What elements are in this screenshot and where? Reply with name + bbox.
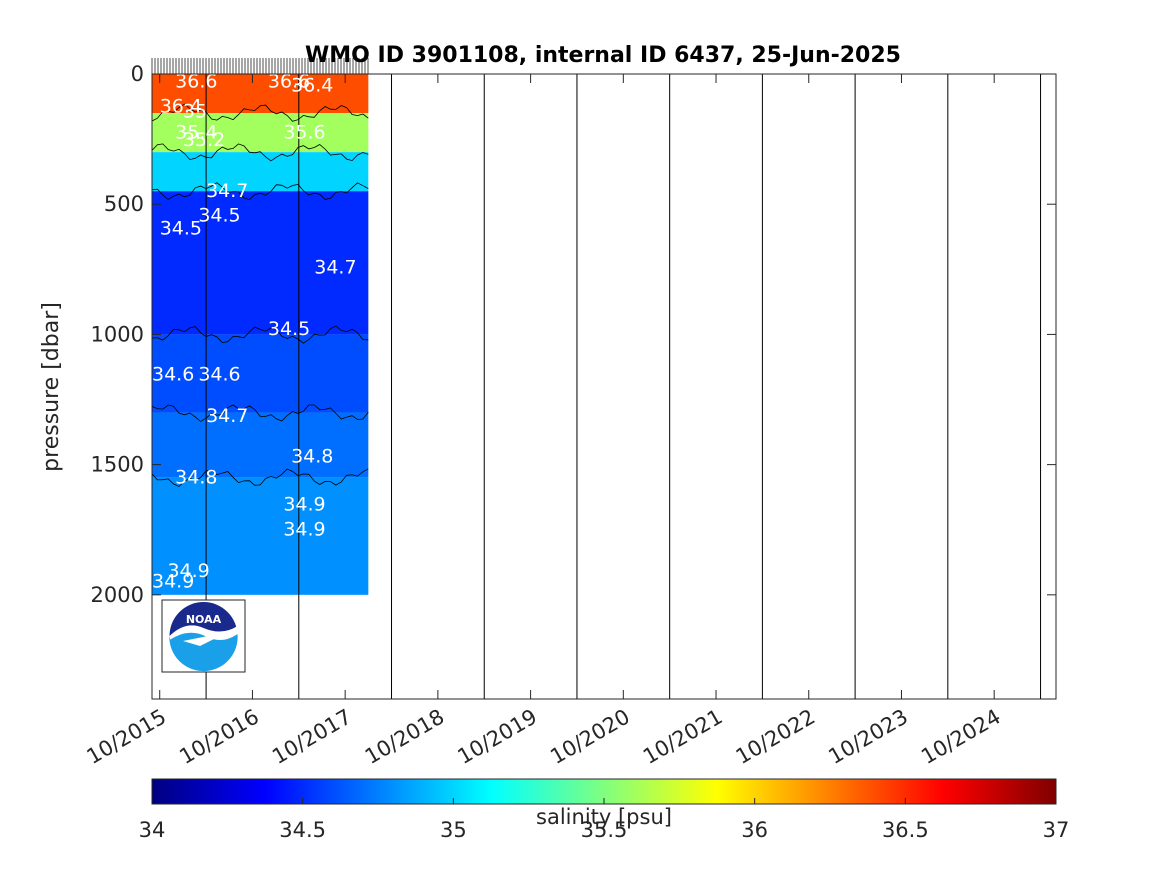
salinity-layer-5 [152, 412, 369, 478]
contour-line-5 [152, 404, 369, 422]
x-tick-label-2: 10/2017 [268, 705, 356, 769]
contour-label-0: 36.6 [175, 71, 217, 93]
x-tick-label-4: 10/2019 [454, 705, 542, 769]
contour-label-21: 34.9 [152, 571, 194, 593]
contour-label-5: 36.6 [268, 71, 310, 93]
colorbar-tick-label-6: 37 [1043, 818, 1070, 842]
x-tick-label-3: 10/2018 [361, 705, 449, 769]
x-tick-label-9: 10/2024 [917, 705, 1005, 769]
plot-frame [151, 73, 1057, 700]
x-tick-label-8: 10/2023 [824, 705, 912, 769]
contour-label-15: 34.7 [206, 405, 248, 427]
x-tick-label-0: 10/2015 [83, 705, 171, 769]
noaa-logo-text: NOAA [186, 613, 222, 626]
contour-line-1 [152, 103, 369, 122]
noaa-logo: NOAA [161, 599, 246, 673]
salinity-layer-1 [152, 113, 369, 153]
salinity-layer-2 [152, 152, 369, 192]
x-tick-label-6: 10/2021 [639, 705, 727, 769]
salinity-layer-3 [152, 191, 369, 335]
contour-label-10: 34.5 [160, 218, 202, 240]
colorbar-tick-label-2: 35 [440, 818, 467, 842]
x-tick-label-1: 10/2016 [175, 705, 263, 769]
contour-label-18: 34.9 [283, 494, 325, 516]
colorbar-tick-label-5: 36.5 [882, 818, 929, 842]
y-tick-label-2: 1000 [91, 322, 144, 346]
contour-label-1: 36.4 [160, 95, 202, 117]
colorbar-label: salinity [psu] [536, 805, 672, 829]
y-tick-label-1: 500 [104, 192, 144, 216]
contour-label-8: 34.7 [206, 180, 248, 202]
chart-title: WMO ID 3901108, internal ID 6437, 25-Jun… [305, 43, 901, 68]
contour-label-9: 34.5 [198, 205, 240, 227]
contour-line-2 [152, 143, 369, 162]
contour-label-6: 36.4 [291, 74, 333, 96]
colorbar-tick-label-1: 34.5 [279, 818, 326, 842]
contour-label-11: 34.7 [314, 257, 356, 279]
salinity-layer-6 [152, 477, 369, 595]
contour-line-3 [152, 182, 369, 201]
x-tick-label-7: 10/2022 [732, 705, 820, 769]
contour-label-16: 34.8 [291, 446, 333, 468]
contour-label-13: 34.6 [152, 363, 194, 385]
contour-label-12: 34.5 [268, 318, 310, 340]
colorbar-tick-label-4: 36 [741, 818, 768, 842]
colorbar-tick-label-3: 35.5 [581, 818, 628, 842]
contour-label-7: 35.6 [283, 121, 325, 143]
y-tick-label-0: 0 [131, 62, 144, 86]
y-tick-label-3: 1500 [91, 453, 144, 477]
contour-label-2: 35 [183, 100, 207, 122]
x-tick-label-5: 10/2020 [546, 705, 634, 769]
contour-line-4 [152, 325, 369, 344]
colorbar: 34 34.5 35 35.5 36 36.5 37 salinity [psu] [139, 778, 1070, 842]
contour-label-20: 34.9 [167, 560, 209, 582]
y-axis-label: pressure [dbar] [39, 302, 64, 472]
contour-line-6 [152, 468, 369, 487]
contour-label-17: 34.8 [175, 466, 217, 488]
contour-label-4: 35.2 [183, 129, 225, 151]
contour-label-3: 35.4 [175, 121, 217, 143]
y-tick-label-4: 2000 [91, 583, 144, 607]
contour-label-14: 34.6 [198, 363, 240, 385]
salinity-layer-4 [152, 334, 369, 413]
colorbar-tick-label-0: 34 [139, 818, 166, 842]
contour-label-19: 34.9 [283, 518, 325, 540]
